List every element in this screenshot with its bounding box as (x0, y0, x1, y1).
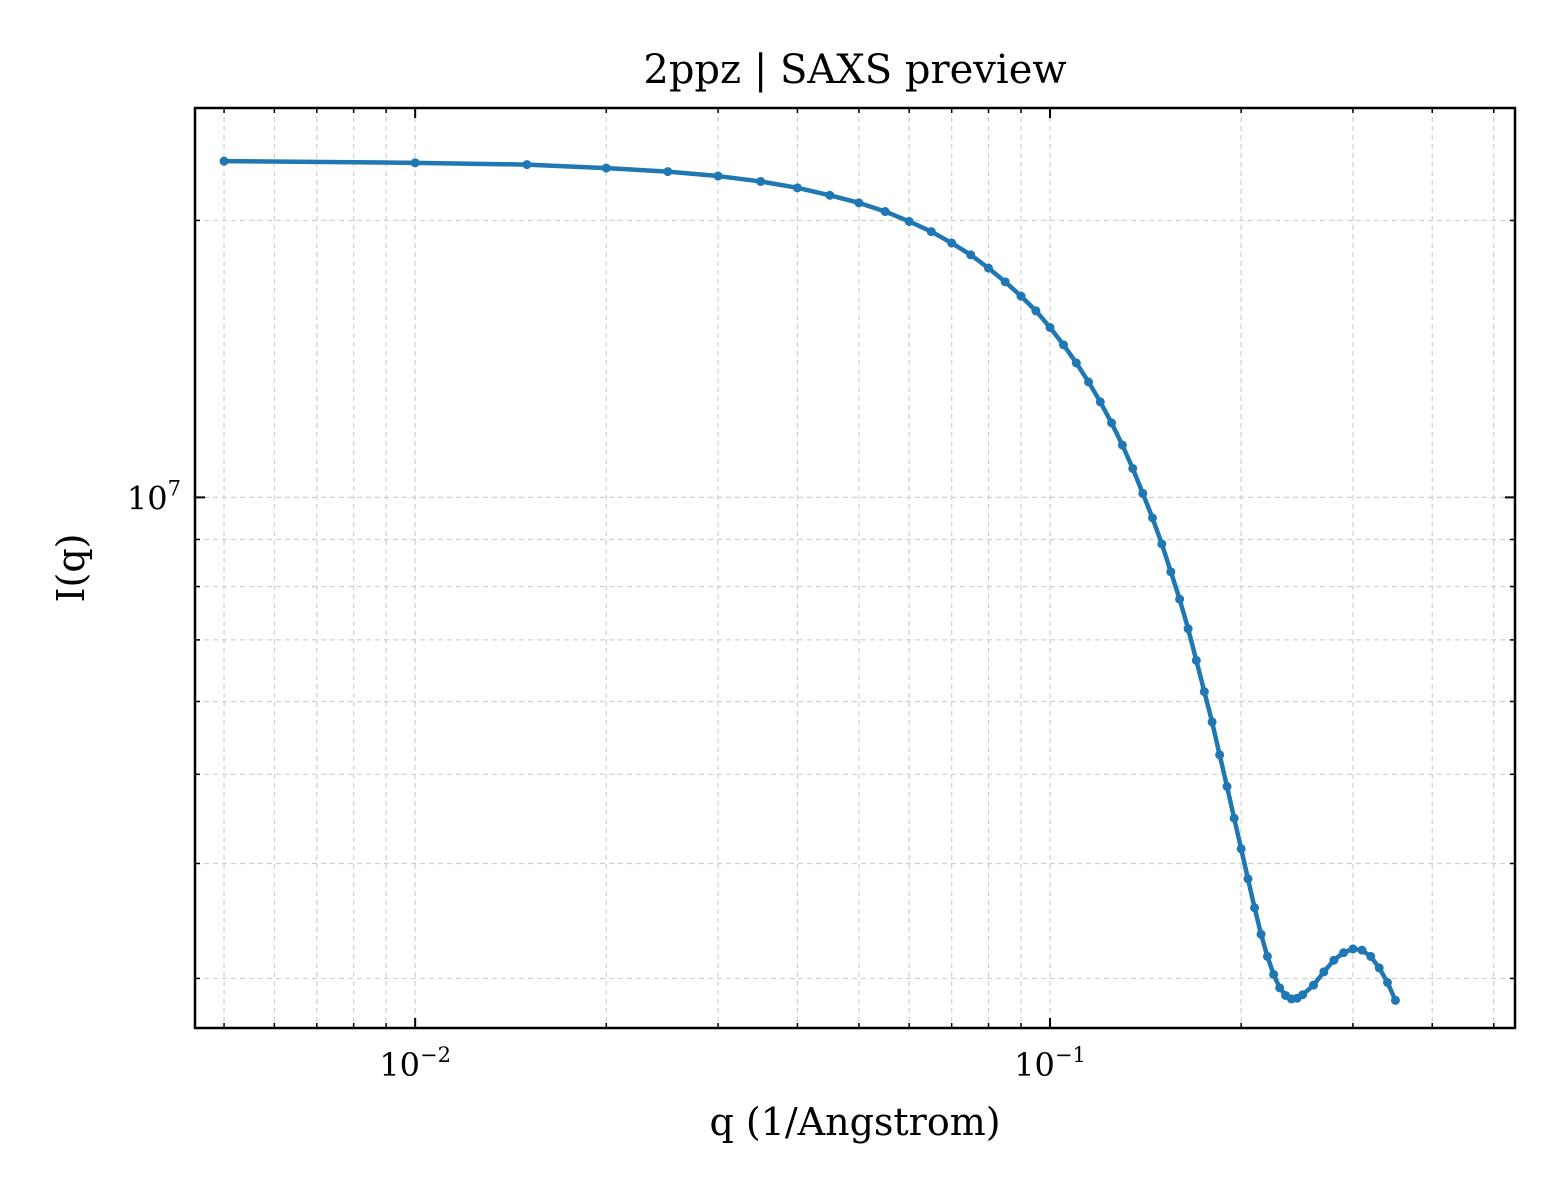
data-point (1357, 945, 1367, 955)
data-point (1191, 655, 1201, 665)
data-point (1298, 990, 1308, 1000)
data-point (1262, 951, 1272, 961)
data-point (1084, 377, 1094, 387)
data-point (825, 190, 835, 200)
data-point (1016, 291, 1026, 301)
data-point (1107, 418, 1117, 428)
data-point (1045, 322, 1055, 332)
data-point (713, 171, 723, 181)
data-point (854, 198, 864, 208)
plot-frame (193, 106, 1517, 1030)
data-point (1308, 980, 1318, 990)
data-point (1319, 967, 1329, 977)
data-point (1222, 782, 1232, 791)
data-point (1269, 969, 1279, 979)
data-point (926, 227, 936, 237)
x-tick-label: 10−2 (379, 1043, 451, 1084)
data-point (1348, 944, 1358, 954)
data-point (1339, 948, 1349, 958)
data-point (1095, 397, 1105, 407)
data-point (966, 250, 976, 260)
data-point (1382, 977, 1392, 987)
data-point (1000, 277, 1010, 287)
data-point (1366, 951, 1376, 961)
data-point (1275, 983, 1285, 993)
data-point (1128, 463, 1138, 473)
data-point (1229, 813, 1239, 823)
data-point (1243, 874, 1253, 884)
data-point (601, 163, 611, 173)
data-point (1250, 903, 1260, 913)
data-point (904, 216, 914, 226)
y-tick-label: 107 (127, 476, 181, 517)
data-point (1166, 567, 1176, 577)
data-point (756, 176, 766, 186)
x-tick-label: 10−1 (1014, 1043, 1086, 1084)
data-point (792, 183, 802, 193)
data-point (1117, 440, 1127, 450)
data-point (1329, 955, 1339, 965)
data-point (1183, 624, 1193, 634)
data-point (1390, 995, 1400, 1005)
data-point (1175, 594, 1185, 604)
data-layer (219, 156, 1400, 1005)
data-point (1236, 844, 1246, 854)
data-point (1071, 358, 1081, 368)
data-point (219, 156, 229, 166)
data-point (1215, 750, 1225, 760)
data-point (1138, 488, 1148, 498)
data-point (1256, 929, 1266, 939)
data-point (1199, 687, 1209, 697)
data-point (1374, 963, 1384, 973)
data-point (1058, 340, 1068, 350)
data-point (522, 160, 532, 170)
data-point (947, 238, 957, 248)
data-point (1147, 513, 1157, 523)
data-point (1207, 717, 1217, 727)
data-point (663, 167, 673, 177)
data-point (1031, 306, 1041, 316)
data-point (880, 207, 890, 217)
tick-labels: 10−2 10−1 107 (127, 476, 1086, 1084)
data-point (1157, 539, 1167, 549)
grid-lines (195, 108, 1515, 1028)
chart-title: 2ppz | SAXS preview (643, 47, 1066, 93)
x-axis-label: q (1/Angstrom) (709, 1100, 1000, 1144)
data-point (410, 158, 420, 168)
y-axis-label: I(q) (49, 534, 93, 603)
data-point (984, 263, 993, 273)
